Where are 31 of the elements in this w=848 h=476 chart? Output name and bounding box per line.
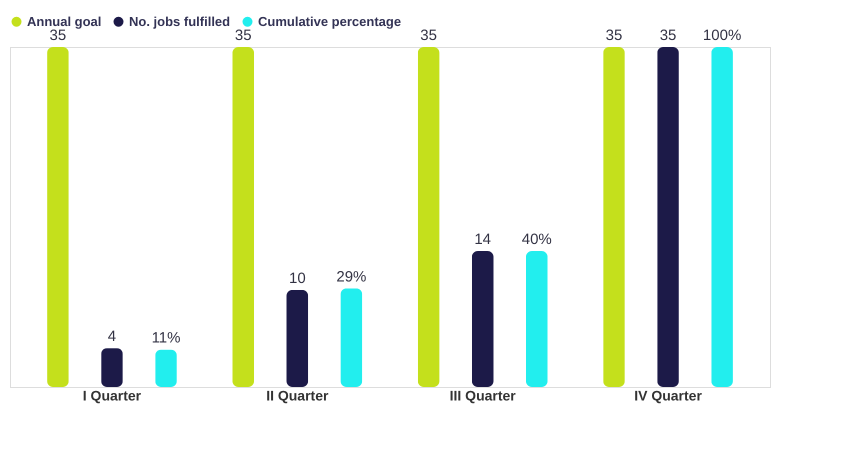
bar (232, 47, 254, 387)
data-label: 35 (660, 27, 676, 44)
legend-label: Annual goal (27, 14, 102, 29)
data-label: 35 (420, 27, 437, 44)
bar (340, 288, 362, 387)
x-tick-label: II Quarter (266, 388, 329, 404)
data-label: 14 (474, 231, 492, 248)
data-label: 35 (606, 27, 622, 44)
data-label: 29% (336, 268, 366, 286)
legend-label: No. jobs fulfilled (129, 14, 230, 29)
data-label: 40% (522, 231, 552, 248)
x-tick-label: IV Quarter (634, 388, 702, 404)
data-label: 100% (702, 27, 742, 44)
bar (472, 251, 494, 387)
data-label: 35 (234, 27, 252, 44)
x-tick-label: I Quarter (82, 388, 142, 404)
bar (101, 348, 123, 387)
bar (418, 47, 440, 387)
bar (526, 251, 548, 387)
bar (155, 350, 177, 387)
data-label: 11% (152, 330, 180, 347)
legend-label: Cumulative percentage (258, 14, 402, 29)
bar (657, 47, 679, 387)
x-tick-label: III Quarter (450, 388, 516, 404)
data-label: 10 (288, 270, 306, 287)
bar (711, 47, 733, 387)
data-label: 35 (50, 27, 66, 44)
data-label: 4 (108, 328, 116, 346)
bar (603, 47, 625, 387)
bar (47, 47, 69, 387)
bar (286, 290, 308, 387)
